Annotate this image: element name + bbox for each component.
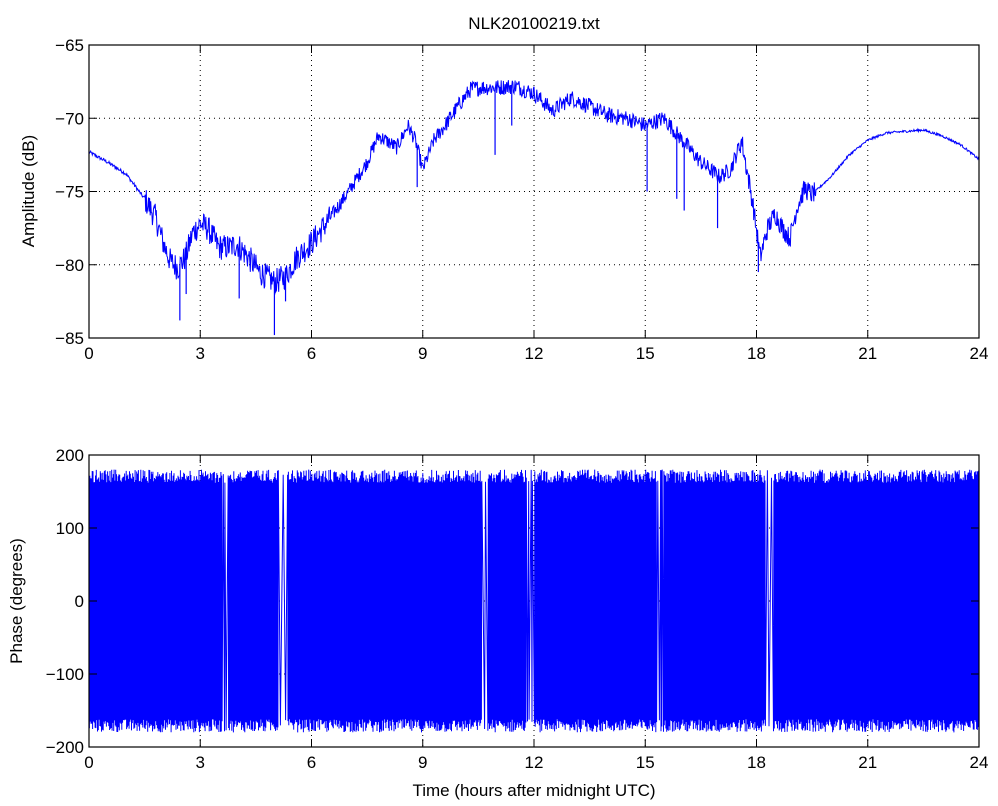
amplitude-ytick-label: −75 [55, 183, 84, 202]
phase-series [88, 469, 980, 733]
chart-title: NLK20100219.txt [468, 14, 600, 33]
phase-xtick-label: 15 [636, 753, 655, 772]
amplitude-ytick-label: −80 [55, 256, 84, 275]
phase-xtick-label: 6 [307, 753, 316, 772]
amplitude-xtick-label: 18 [747, 344, 766, 363]
phase-ytick-label: 100 [56, 519, 84, 538]
phase-xtick-label: 24 [970, 753, 989, 772]
phase-xtick-label: 12 [525, 753, 544, 772]
phase-ytick-label: 0 [75, 592, 84, 611]
amplitude-xtick-label: 15 [636, 344, 655, 363]
amplitude-ytick-label: −70 [55, 109, 84, 128]
amplitude-xtick-label: 9 [418, 344, 427, 363]
phase-ylabel: Phase (degrees) [7, 538, 26, 664]
amplitude-xtick-label: 21 [858, 344, 877, 363]
phase-ytick-label: 200 [56, 446, 84, 465]
phase-line [88, 469, 980, 733]
amplitude-xtick-label: 3 [196, 344, 205, 363]
phase-xtick-label: 21 [858, 753, 877, 772]
amplitude-xtick-label: 24 [970, 344, 989, 363]
amplitude-plot: 0 3 6 9 12 15 18 21 24 −85 −80 −75 −70 −65 NLK2010021… [19, 14, 988, 363]
amplitude-grid [89, 45, 979, 338]
amplitude-ylabel: Amplitude (dB) [19, 135, 38, 247]
phase-ytick-label: −100 [46, 665, 84, 684]
amplitude-ytick-label: −85 [55, 329, 84, 348]
amplitude-xtick-label: 0 [84, 344, 93, 363]
amplitude-ytick-label: −65 [55, 36, 84, 55]
phase-plot: 0 3 6 9 12 15 18 21 24 −200 −100 0 100 200 Time (hour… [7, 446, 988, 800]
phase-xtick-label: 0 [84, 753, 93, 772]
phase-ytick-label: −200 [46, 738, 84, 757]
phase-xtick-label: 18 [747, 753, 766, 772]
phase-xtick-label: 9 [418, 753, 427, 772]
amplitude-xtick-label: 12 [525, 344, 544, 363]
amplitude-series [88, 80, 980, 336]
phase-ticks: 0 3 6 9 12 15 18 21 24 −200 −100 0 100 200 [46, 446, 989, 772]
phase-xlabel: Time (hours after midnight UTC) [412, 781, 655, 800]
amplitude-line [88, 80, 980, 295]
amplitude-ticks: 0 3 6 9 12 15 18 21 24 −85 −80 −75 −70 −65 [55, 36, 988, 363]
phase-xtick-label: 3 [196, 753, 205, 772]
amplitude-xtick-label: 6 [307, 344, 316, 363]
